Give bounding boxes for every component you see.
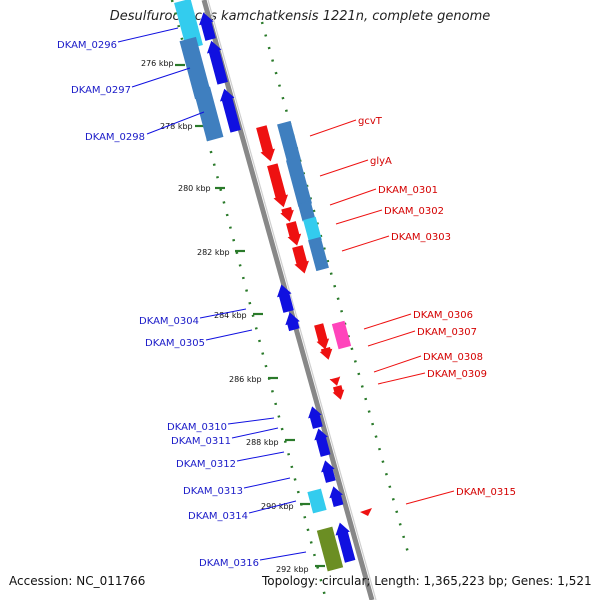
forward-gene-label: gcvT [358,116,383,127]
gene-layer [199,12,372,563]
leader-line [146,111,205,135]
right-dotted-rail [260,21,412,561]
forward-gene-label: DKAM_0303 [391,232,451,243]
reverse-gene-arrow [277,284,294,313]
forward-gene-arrow [319,346,333,360]
forward-gene-label: DKAM_0309 [427,369,487,380]
tick-label: 276 kbp [141,59,174,68]
forward-gene-label: DKAM_0308 [423,352,483,363]
forward-gene-arrow [332,385,345,400]
leader-line [377,372,426,385]
reverse-gene-label: DKAM_0314 [188,511,248,522]
reverse-gene-label: DKAM_0296 [57,40,117,51]
leader-line [309,119,357,137]
leader-line [205,329,253,341]
reverse-gene-label: DKAM_0305 [145,338,205,349]
forward-gene-label: DKAM_0315 [456,487,516,498]
leader-line [199,308,247,319]
forward-gene-arrow [329,376,341,386]
leader-line [367,330,416,347]
forward-gene-label: DKAM_0301 [378,185,438,196]
forward-gene-arrow [267,163,289,208]
tick-label: 290 kbp [261,502,294,511]
genome-summary-text: Topology: circular; Length: 1,365,223 bp… [262,574,592,588]
reverse-gene-arrow [219,88,241,133]
leader-line [248,500,297,514]
leader-line [319,159,369,177]
reverse-gene-label: DKAM_0311 [171,436,231,447]
reverse-gene-arrow [314,428,331,457]
forward-gene-arrow [292,245,309,274]
leader-line [236,451,285,462]
leader-line [363,313,412,330]
forward-gene-label: DKAM_0306 [413,310,473,321]
cds-bar [331,320,352,350]
tick-label: 292 kbp [276,565,309,574]
reverse-gene-label: DKAM_0312 [176,459,236,470]
reverse-gene-arrow [329,486,344,507]
forward-gene-label: glyA [370,156,392,167]
reverse-gene-arrow [335,522,356,563]
leader-line [329,188,377,206]
leader-line [405,490,455,505]
cds-bar [307,488,327,514]
forward-gene-arrow [256,125,275,162]
forward-gene-arrow [286,221,302,246]
reverse-gene-label: DKAM_0316 [199,558,259,569]
forward-gene-arrow [360,508,372,516]
leader-line [341,235,390,252]
tick-label: 284 kbp [214,311,247,320]
reverse-gene-arrow [321,460,336,483]
leader-line [231,427,279,439]
cds-bar [303,216,322,244]
leader-line [243,477,291,489]
cds-bar [277,120,301,164]
leader-line [227,417,275,425]
forward-gene-arrow [280,206,294,222]
cds-bar [308,236,329,272]
leader-line [373,355,422,373]
reverse-gene-label: DKAM_0313 [183,486,243,497]
accession-text: Accession: NC_011766 [9,574,146,588]
cds-bar [174,0,203,50]
leader-line [259,551,307,561]
forward-gene-label: DKAM_0302 [384,206,444,217]
tick-label: 286 kbp [229,375,262,384]
forward-gene-label: DKAM_0307 [417,327,477,338]
cds-bar [193,86,224,142]
cds-bar [316,526,344,572]
cds-bar [297,200,316,222]
forward-gene-arrow [314,323,330,350]
tick-layer: 276 kbp 278 kbp 280 kbp 282 kbp 284 kbp 286 k… [141,0,412,600]
tick-label: 282 kbp [197,248,230,257]
reverse-gene-arrow [199,12,216,41]
reverse-gene-label: DKAM_0310 [167,422,227,433]
cds-bar [286,157,312,207]
reverse-gene-label: DKAM_0297 [71,85,131,96]
reverse-gene-arrow [206,40,228,85]
reverse-gene-arrow [308,406,323,429]
reverse-gene-label: DKAM_0304 [139,316,199,327]
tick-label: 288 kbp [246,438,279,447]
cds-layer [174,0,352,572]
leader-line [335,209,383,225]
tick-label: 280 kbp [178,184,211,193]
leader-line [131,67,191,88]
backbone-highlight [207,0,377,600]
reverse-gene-label: DKAM_0298 [85,132,145,143]
label-layer: DKAM_0296 DKAM_0297 DKAM_0298 DKAM_0304 DKAM… [57,27,516,569]
cds-bar [179,36,212,100]
leader-line [117,27,179,43]
reverse-gene-arrow [285,312,300,332]
tick-label: 278 kbp [160,122,193,131]
